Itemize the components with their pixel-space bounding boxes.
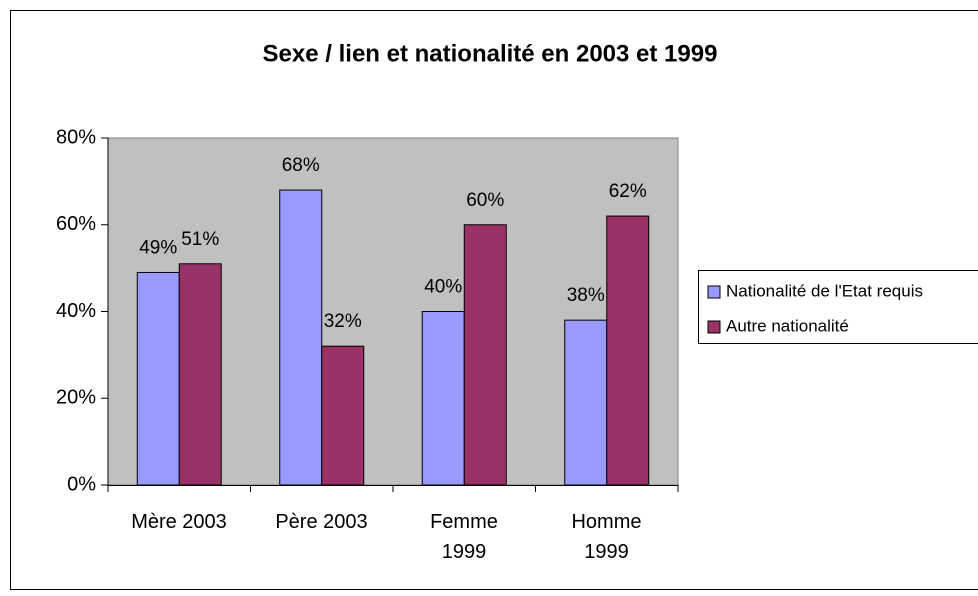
bar (463, 224, 507, 486)
bar (421, 311, 465, 486)
data-label: 32% (324, 311, 362, 332)
data-label: 62% (609, 181, 647, 202)
bar (564, 319, 608, 486)
chart-title: Sexe / lien et nationalité en 2003 et 19… (263, 40, 718, 67)
y-tick-label: 40% (56, 300, 96, 322)
legend-box (698, 270, 978, 344)
bar (136, 271, 180, 486)
x-tick-label: Père 2003 (275, 511, 368, 533)
legend-label: Nationalité de l'Etat requis (726, 281, 923, 300)
data-label: 60% (466, 190, 504, 211)
data-label: 51% (181, 229, 219, 250)
bar (606, 215, 650, 486)
data-label: 40% (424, 277, 462, 298)
y-tick-label: 0% (67, 473, 96, 495)
legend-swatch (707, 320, 721, 334)
bar (178, 263, 222, 486)
data-label: 68% (282, 155, 320, 176)
y-tick-label: 80% (56, 126, 96, 148)
x-tick-label: Femme 1999 (430, 511, 498, 563)
y-tick-label: 60% (56, 213, 96, 235)
y-tick-label: 20% (56, 387, 96, 409)
legend-swatch (707, 285, 721, 299)
x-tick-label: Homme 1999 (571, 511, 642, 563)
legend-label: Autre nationalité (726, 316, 849, 335)
data-label: 49% (139, 237, 177, 258)
data-label: 38% (567, 285, 605, 306)
bar (279, 189, 323, 486)
bar (321, 345, 365, 486)
x-tick-label: Mère 2003 (131, 511, 227, 533)
